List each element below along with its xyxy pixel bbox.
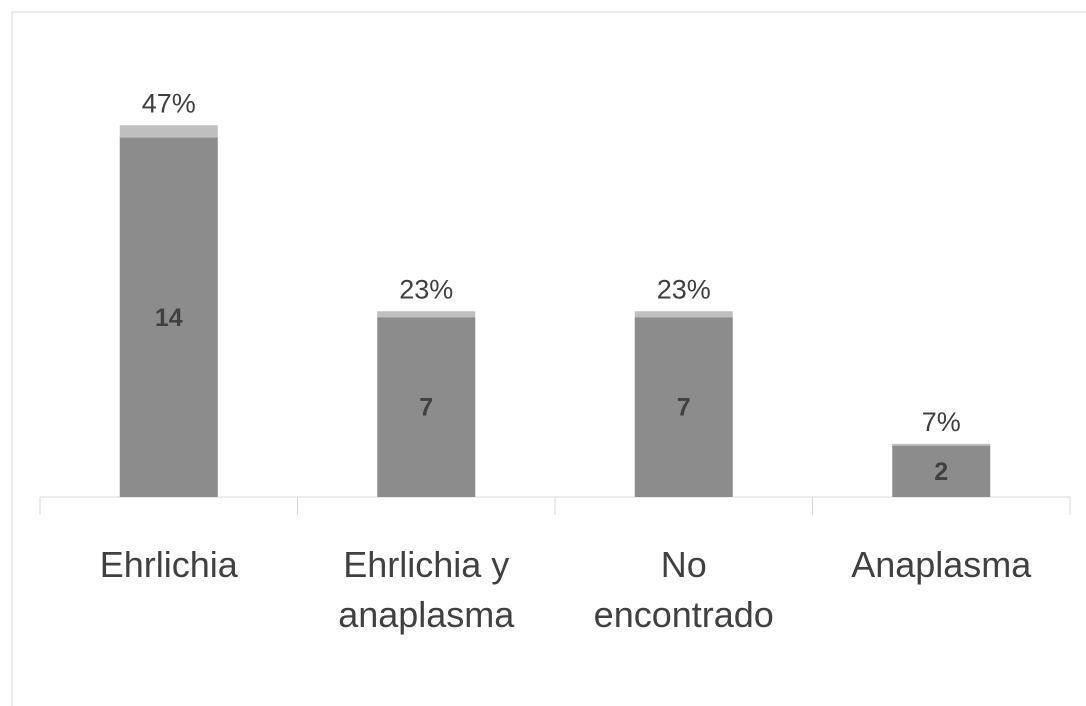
count-label: 7 — [419, 394, 433, 422]
bar-segment — [377, 311, 476, 318]
count-label: 14 — [155, 304, 183, 332]
bar-segment — [377, 317, 476, 497]
bar-segment — [892, 443, 991, 446]
count-label: 2 — [934, 458, 948, 486]
x-tick-label: Ehrlichia — [99, 544, 238, 585]
percent-label: 23% — [657, 274, 711, 304]
bar-segment — [119, 125, 218, 138]
x-tick-label: Ehrlichia y anaplasma — [338, 544, 515, 635]
percent-label: 7% — [922, 407, 961, 437]
bar-segment — [634, 317, 733, 497]
bar-segment — [119, 137, 218, 497]
bar-segment — [892, 445, 991, 497]
count-label: 7 — [677, 394, 691, 422]
percent-label: 47% — [142, 88, 196, 118]
chart-frame — [11, 11, 1086, 706]
x-tick-label: Anaplasma — [851, 544, 1032, 585]
percent-label: 23% — [399, 274, 453, 304]
bar-segment — [634, 311, 733, 318]
x-tick-label: No encontrado — [593, 544, 774, 635]
